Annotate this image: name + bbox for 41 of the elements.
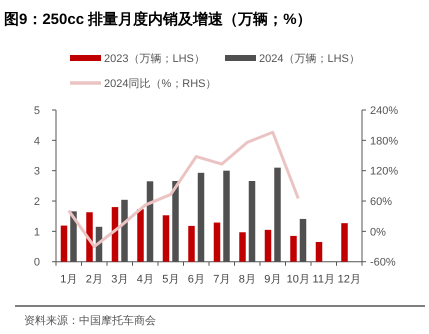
y-tick-label: 0 <box>34 256 40 269</box>
x-tick-label: 7月 <box>213 274 230 286</box>
y-tick-label: 1 <box>34 226 40 238</box>
bar <box>316 242 322 262</box>
y2-tick-label: 0% <box>370 226 386 238</box>
bar <box>112 207 118 262</box>
x-tick-label: 12月 <box>338 274 361 286</box>
bar <box>137 209 144 262</box>
y2-tick-label: 180% <box>370 135 398 148</box>
bar <box>162 215 170 262</box>
x-tick-label: 6月 <box>188 274 205 286</box>
y2-tick-label: 120% <box>370 166 398 178</box>
legend-label: 2024同比（%；RHS） <box>104 77 216 90</box>
chart-title: 图9：250cc 排量月度内销及增速（万辆；%） <box>4 10 312 28</box>
bar <box>239 232 246 262</box>
x-tick-label: 4月 <box>136 274 154 286</box>
bar <box>60 226 68 262</box>
x-tick-label: 2月 <box>86 274 103 286</box>
y-tick-label: 4 <box>34 135 40 148</box>
x-tick-label: 9月 <box>264 274 282 286</box>
x-tick-label: 11月 <box>312 274 335 286</box>
bar <box>214 222 220 262</box>
bar <box>341 223 348 262</box>
legend-label: 2024（万辆；LHS） <box>259 53 360 65</box>
text: 资料来源：中国摩托车商会 <box>24 314 156 327</box>
x-tick-label: 5月 <box>162 274 180 286</box>
x-tick-label: 10月 <box>286 274 310 286</box>
y2-tick-label: -60% <box>370 256 396 269</box>
bar <box>290 236 297 262</box>
legend-label: 2023（万辆；LHS） <box>104 53 205 65</box>
bar <box>264 230 272 262</box>
y2-tick-label: 240% <box>370 105 398 117</box>
x-tick-label: 8月 <box>238 274 256 286</box>
x-tick-label: 1月 <box>60 274 78 286</box>
y-tick-label: 5 <box>34 105 40 117</box>
y-tick-label: 3 <box>34 166 40 178</box>
line-series <box>67 130 300 248</box>
x-tick-label: 3月 <box>111 274 128 286</box>
bar <box>188 226 195 262</box>
y2-tick-label: 60% <box>370 196 392 208</box>
y-tick-label: 2 <box>34 196 40 208</box>
